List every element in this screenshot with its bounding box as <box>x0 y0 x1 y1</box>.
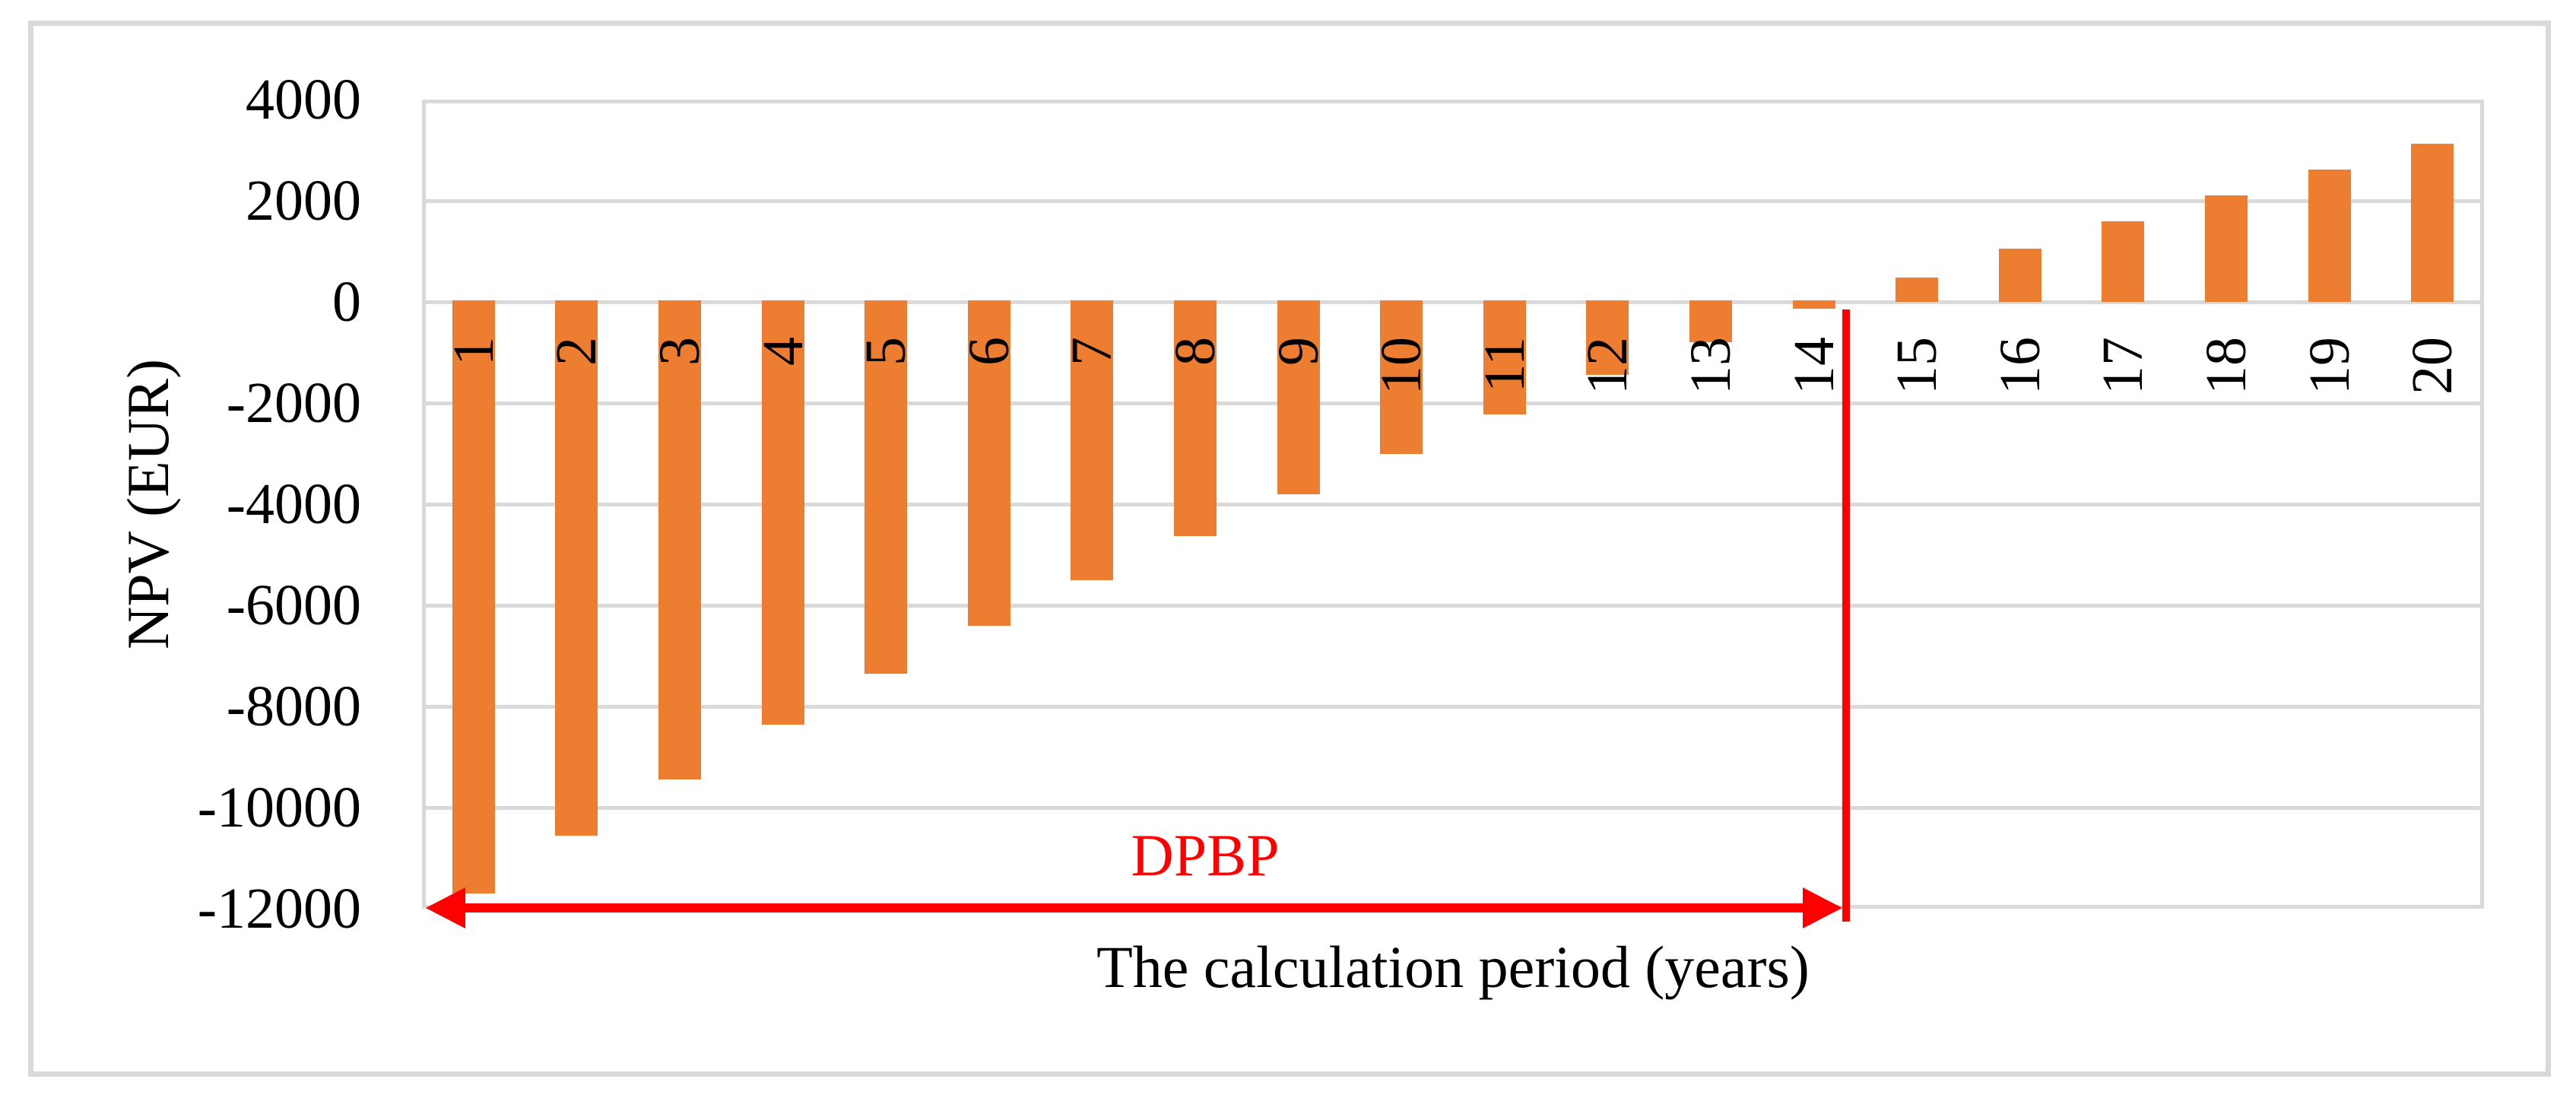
x-tick-label-16: 16 <box>1988 337 2052 395</box>
y-tick-label--4000: -4000 <box>226 472 361 536</box>
x-tick-label-6: 6 <box>956 337 1021 366</box>
bar-year-5 <box>864 300 908 674</box>
figure-border <box>28 21 2551 1077</box>
x-tick-label-5: 5 <box>854 337 918 366</box>
gridline--6000 <box>422 603 2484 608</box>
y-tick-label--12000: -12000 <box>197 877 361 941</box>
gridline--4000 <box>422 502 2484 506</box>
y-tick-label--2000: -2000 <box>226 371 361 435</box>
bar-year-10 <box>1380 300 1423 454</box>
bar-year-19 <box>2308 169 2351 302</box>
x-tick-label-2: 2 <box>544 337 609 366</box>
y-tick-label-2000: 2000 <box>246 169 361 233</box>
y-tick-label-4000: 4000 <box>246 68 361 132</box>
gridline-0 <box>422 300 2484 304</box>
x-tick-label-4: 4 <box>750 337 815 366</box>
bar-year-17 <box>2102 221 2145 302</box>
y-tick-label--10000: -10000 <box>197 776 361 840</box>
bar-year-18 <box>2205 195 2248 302</box>
x-tick-label-15: 15 <box>1885 337 1949 395</box>
x-tick-label-12: 12 <box>1575 337 1640 395</box>
x-tick-label-14: 14 <box>1781 337 1846 395</box>
gridline--10000 <box>422 805 2484 810</box>
y-tick-label--6000: -6000 <box>226 573 361 637</box>
bar-year-11 <box>1483 300 1526 415</box>
x-tick-label-7: 7 <box>1060 337 1125 366</box>
bar-year-6 <box>967 300 1010 626</box>
bar-year-9 <box>1277 300 1320 494</box>
x-tick-label-20: 20 <box>2400 337 2465 395</box>
bar-year-3 <box>658 300 701 780</box>
x-tick-label-10: 10 <box>1369 337 1434 395</box>
x-tick-label-13: 13 <box>1679 337 1743 395</box>
bar-year-7 <box>1071 300 1114 580</box>
x-tick-label-3: 3 <box>648 337 712 366</box>
x-tick-label-8: 8 <box>1163 337 1227 366</box>
bar-year-20 <box>2411 143 2454 302</box>
x-axis-title: The calculation period (years) <box>1096 934 1810 1000</box>
dpbp-vertical-line <box>1842 309 1850 922</box>
gridline-2000 <box>422 198 2484 203</box>
x-tick-label-1: 1 <box>441 337 506 366</box>
y-tick-label--8000: -8000 <box>226 674 361 738</box>
bar-year-14 <box>1792 300 1835 309</box>
bar-year-16 <box>1998 249 2041 302</box>
bar-year-12 <box>1586 300 1629 375</box>
bar-year-4 <box>761 300 804 725</box>
dpbp-arrow-shaft <box>445 903 1821 912</box>
x-tick-label-19: 19 <box>2297 337 2362 395</box>
gridline--8000 <box>422 704 2484 709</box>
gridline--2000 <box>422 401 2484 405</box>
x-tick-label-9: 9 <box>1266 337 1331 366</box>
bar-year-13 <box>1689 300 1732 343</box>
x-tick-label-18: 18 <box>2194 337 2258 395</box>
y-tick-label-0: 0 <box>332 270 361 334</box>
bar-year-1 <box>452 300 495 894</box>
dpbp-annotation-label: DPBP <box>1131 822 1280 888</box>
bar-year-8 <box>1174 300 1217 536</box>
bar-year-15 <box>1896 278 1939 302</box>
x-tick-label-17: 17 <box>2091 337 2156 395</box>
x-tick-label-11: 11 <box>1472 337 1537 393</box>
dpbp-arrow-right-head-icon <box>1803 887 1842 928</box>
dpbp-arrow-left-head-icon <box>426 887 465 928</box>
bar-year-2 <box>555 300 598 836</box>
